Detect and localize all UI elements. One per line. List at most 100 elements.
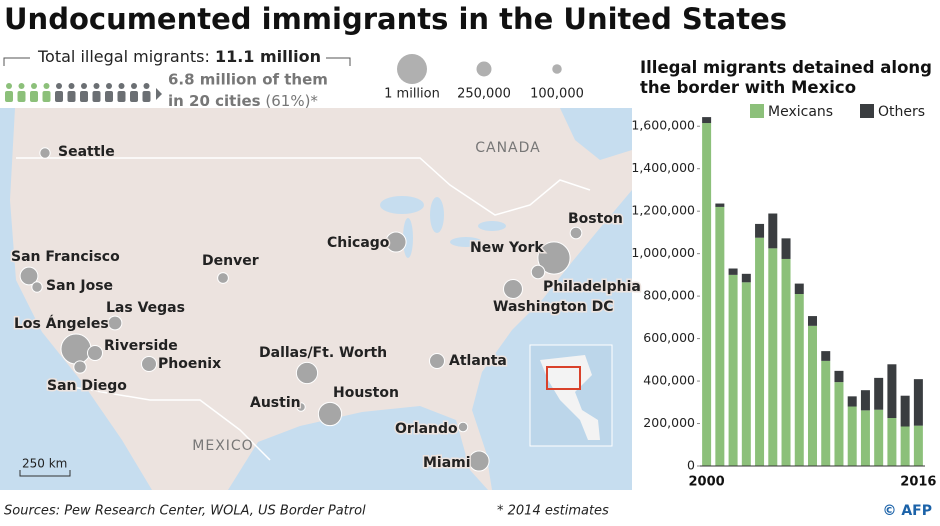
city-label: Washington DC bbox=[493, 299, 614, 315]
bar-segment bbox=[728, 268, 738, 275]
bar-segment bbox=[887, 364, 897, 419]
city-circle bbox=[19, 266, 39, 286]
bar-segment bbox=[741, 273, 751, 283]
bar-segment bbox=[900, 426, 910, 466]
icon-arrow bbox=[156, 88, 162, 100]
bar-segment bbox=[874, 409, 884, 466]
bar-segment bbox=[702, 117, 712, 124]
icon-head bbox=[6, 83, 12, 89]
city-label: Houston bbox=[333, 385, 399, 401]
city-label: New York bbox=[470, 240, 544, 256]
y-tick-label: 1,000,000 bbox=[631, 245, 695, 260]
total-value: 11.1 million bbox=[215, 47, 321, 66]
border bbox=[59, 384, 271, 461]
icon-body bbox=[67, 91, 76, 102]
note: * 2014 estimates bbox=[497, 504, 609, 519]
lake bbox=[403, 218, 413, 258]
size-legend-circle bbox=[476, 61, 492, 77]
pacific bbox=[0, 108, 152, 490]
city-label: Philadelphia bbox=[543, 279, 641, 295]
frame bbox=[3, 57, 30, 66]
bar-segment bbox=[728, 274, 738, 466]
city-circle bbox=[385, 231, 407, 253]
bar-segment bbox=[834, 382, 844, 466]
y-tick-label: 1,400,000 bbox=[631, 160, 695, 175]
lake bbox=[430, 197, 444, 233]
bar-segment bbox=[781, 258, 791, 466]
legend-swatch bbox=[750, 104, 764, 118]
city-circle bbox=[468, 450, 490, 472]
y-tick-label: 0 bbox=[687, 458, 695, 473]
bar-segment bbox=[847, 406, 857, 466]
city-label: San Diego bbox=[47, 378, 127, 394]
country-label: CANADA bbox=[475, 140, 541, 156]
total-label: Total illegal migrants: bbox=[37, 47, 210, 66]
title: Undocumented immigrants in the United St… bbox=[4, 2, 787, 36]
bar-segment bbox=[808, 316, 817, 326]
icon-body bbox=[130, 91, 138, 102]
icon-head bbox=[56, 83, 62, 89]
map: CANADA MEXICO 250 km bbox=[0, 108, 632, 490]
bar-segment bbox=[808, 325, 817, 466]
bar-segment bbox=[768, 248, 778, 466]
legend-label: Others bbox=[878, 104, 925, 120]
city-circle bbox=[107, 315, 123, 331]
y-tick-label: 200,000 bbox=[643, 415, 695, 430]
inset-land bbox=[540, 355, 600, 440]
bar-segment bbox=[794, 293, 804, 466]
bar-segment bbox=[821, 360, 831, 466]
city-label: Dallas/Ft. Worth bbox=[259, 345, 387, 361]
icon-body bbox=[92, 91, 101, 102]
cities-line1: 6.8 million of them bbox=[168, 71, 328, 89]
lake bbox=[450, 237, 482, 247]
bar-segment bbox=[715, 203, 725, 207]
icon-head bbox=[93, 83, 100, 89]
icon-head bbox=[18, 83, 25, 89]
frame bbox=[326, 57, 351, 66]
city-label: Boston bbox=[568, 211, 623, 227]
icon-body bbox=[117, 91, 126, 102]
icon-body bbox=[17, 91, 26, 102]
bar-segment bbox=[887, 418, 897, 466]
x-tick-label: 2016 bbox=[900, 475, 936, 490]
y-tick-label: 1,200,000 bbox=[631, 203, 695, 218]
city-circle bbox=[537, 241, 571, 275]
bar-segment bbox=[702, 123, 712, 467]
sources: Sources: Pew Research Center, WOLA, US B… bbox=[4, 504, 366, 519]
city-circle bbox=[39, 147, 51, 159]
x-tick-label: 2000 bbox=[689, 475, 725, 490]
city-circle bbox=[317, 401, 343, 427]
summary-frame bbox=[3, 57, 351, 66]
bar-segment bbox=[821, 351, 831, 361]
size-legend-circle bbox=[397, 54, 427, 84]
cities-line2: in 20 cities (61%)* bbox=[168, 92, 318, 110]
city-circle bbox=[73, 360, 87, 374]
bar-segment bbox=[913, 425, 923, 466]
country-label: MEXICO bbox=[192, 438, 253, 454]
icon-head bbox=[143, 83, 150, 89]
bar-segment bbox=[847, 396, 857, 407]
icon-body bbox=[55, 91, 63, 102]
y-tick-label: 800,000 bbox=[643, 288, 695, 303]
icon-head bbox=[118, 83, 125, 89]
city-label: San Jose bbox=[46, 278, 113, 294]
city-circle bbox=[429, 353, 445, 369]
city-circle bbox=[60, 333, 92, 365]
bar-segment bbox=[794, 283, 804, 294]
lake bbox=[380, 196, 424, 214]
bar-segment bbox=[781, 238, 791, 259]
size-legend-circle bbox=[552, 64, 562, 74]
bar-segment bbox=[900, 395, 910, 427]
city-label: Chicago bbox=[327, 235, 390, 251]
bar-segment bbox=[715, 206, 725, 466]
icon-body bbox=[30, 91, 38, 102]
chart-title: Illegal migrants detained along the bord… bbox=[640, 58, 932, 97]
icon-body bbox=[5, 91, 13, 102]
city-label: Seattle bbox=[58, 144, 115, 160]
y-tick-label: 600,000 bbox=[643, 330, 695, 345]
icon-head bbox=[31, 83, 37, 89]
bar-segment bbox=[755, 223, 765, 238]
city-circle bbox=[569, 226, 583, 240]
